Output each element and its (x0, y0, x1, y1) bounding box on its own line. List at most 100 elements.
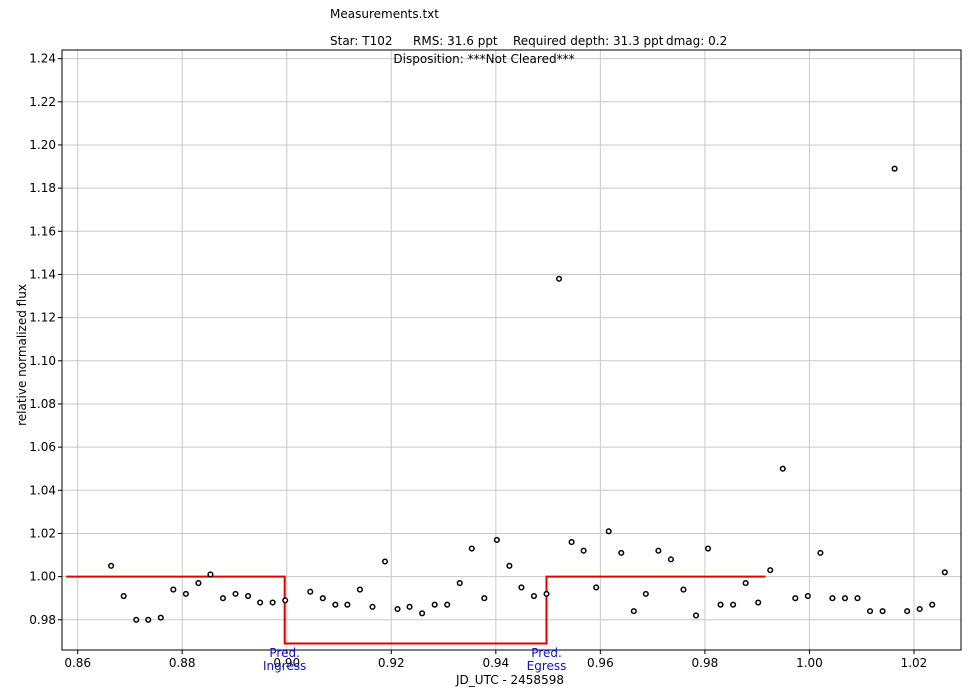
data-point (580, 547, 587, 554)
y-tick-label: 1.08 (29, 397, 56, 411)
transit-model (66, 575, 766, 645)
data-point (655, 547, 662, 554)
data-point (804, 592, 811, 600)
y-axis-label: relative normalized flux (15, 284, 29, 426)
y-tick-label: 1.02 (29, 526, 56, 540)
data-point (120, 592, 127, 600)
y-axis-ticks: 0.98 1.00 1.02 1.04 1.06 1.08 1.10 1.12 1.14 1.16… (29, 52, 62, 627)
data-point (605, 528, 612, 535)
data-point (530, 592, 538, 600)
data-point (630, 608, 637, 615)
data-point (568, 539, 575, 546)
x-tick-label: 1.02 (901, 656, 928, 670)
x-tick-label: 1.00 (796, 656, 823, 670)
data-point (767, 567, 774, 574)
data-point (332, 601, 339, 608)
data-point (618, 549, 625, 556)
filename-title: Measurements.txt (330, 7, 439, 21)
data-point (841, 595, 849, 602)
data-point (543, 590, 550, 597)
data-point (518, 584, 525, 591)
pred-label-line2: Egress (527, 659, 567, 673)
data-point (245, 592, 252, 600)
data-points (108, 165, 948, 623)
y-tick-label: 1.10 (29, 354, 56, 368)
y-tick-label: 1.24 (29, 52, 56, 66)
data-point (456, 580, 463, 587)
data-point (406, 603, 413, 610)
data-point (829, 595, 836, 602)
data-point (867, 608, 874, 615)
data-point (817, 549, 824, 556)
star-label: Star: T102 (330, 34, 393, 48)
data-point (170, 586, 177, 593)
y-tick-label: 1.00 (29, 570, 56, 584)
y-tick-label: 1.14 (29, 267, 56, 281)
data-point (145, 616, 152, 623)
y-tick-label: 1.04 (29, 483, 56, 497)
data-point (704, 545, 712, 552)
grid-lines (62, 50, 961, 650)
data-point (755, 599, 762, 606)
y-tick-label: 1.22 (29, 95, 56, 109)
data-point (269, 599, 276, 606)
data-point (730, 601, 737, 608)
y-tick-label: 1.16 (29, 224, 56, 238)
data-point (108, 562, 115, 569)
data-point (232, 590, 239, 597)
x-tick-label: 0.86 (64, 656, 91, 670)
data-point (879, 608, 886, 615)
data-point (344, 601, 351, 608)
data-point (481, 595, 488, 602)
data-point (133, 616, 140, 623)
data-point (282, 597, 289, 604)
x-tick-label: 0.90 (273, 656, 300, 670)
data-point (394, 605, 401, 613)
x-axis-label: JD_UTC - 2458598 (455, 673, 564, 687)
data-point (941, 569, 948, 576)
dmag-label: dmag: 0.2 (666, 34, 727, 48)
data-point (444, 601, 451, 608)
disposition-label: Disposition: ***Not Cleared*** (393, 52, 574, 66)
data-point (195, 580, 202, 587)
data-point (182, 590, 189, 597)
x-tick-label: 0.94 (482, 656, 509, 670)
rms-label: RMS: 31.6 ppt (413, 34, 498, 48)
required-depth-label: Required depth: 31.3 ppt (513, 34, 664, 48)
data-point (929, 601, 936, 608)
data-point (667, 556, 674, 563)
data-point (854, 595, 861, 602)
data-point (593, 584, 600, 591)
data-point (742, 580, 749, 587)
data-point (493, 536, 500, 543)
data-point (207, 571, 214, 578)
data-point (916, 605, 923, 613)
data-point (556, 275, 563, 282)
data-point (381, 558, 389, 565)
data-point (431, 601, 438, 608)
data-point (779, 465, 786, 472)
data-point (642, 590, 649, 597)
data-point (369, 603, 376, 610)
data-point (219, 595, 227, 602)
data-point (157, 614, 164, 621)
data-point (692, 612, 700, 619)
plot-frame (61, 49, 962, 651)
data-point (904, 608, 911, 615)
pred-label-line1: Pred. (531, 646, 562, 660)
data-point (356, 586, 363, 593)
y-tick-label: 1.20 (29, 138, 56, 152)
transit-model-line (66, 575, 766, 645)
data-point (680, 586, 687, 593)
data-point (319, 595, 326, 602)
x-tick-label: 0.92 (378, 656, 405, 670)
data-point (468, 545, 475, 552)
data-point (891, 165, 898, 172)
data-point (506, 562, 513, 569)
y-tick-label: 1.12 (29, 311, 56, 325)
pred-label-line2: Ingress (263, 659, 306, 673)
data-point (419, 610, 426, 617)
y-tick-label: 1.06 (29, 440, 56, 454)
